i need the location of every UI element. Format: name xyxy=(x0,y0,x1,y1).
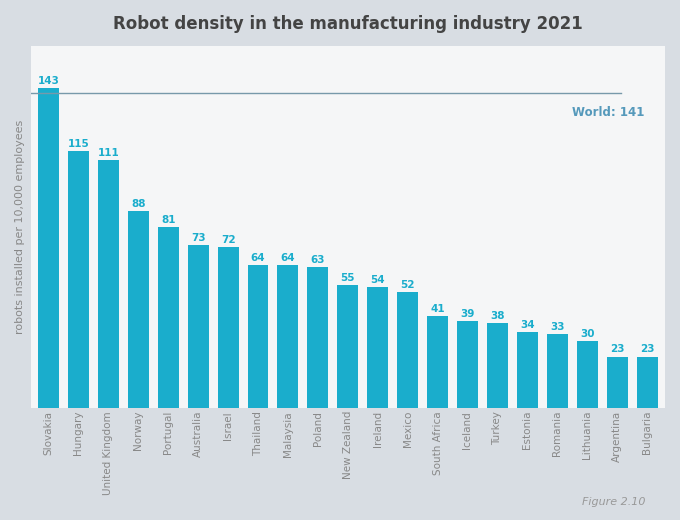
Bar xyxy=(38,88,59,408)
Bar xyxy=(337,285,358,408)
Bar xyxy=(547,334,568,408)
Bar xyxy=(397,292,418,408)
Text: 55: 55 xyxy=(341,273,355,283)
Text: 52: 52 xyxy=(401,280,415,290)
Bar xyxy=(517,332,538,408)
Text: 111: 111 xyxy=(97,148,119,158)
Bar xyxy=(98,160,119,408)
Bar xyxy=(636,357,658,408)
Bar xyxy=(457,321,478,408)
Text: 54: 54 xyxy=(371,275,385,285)
Title: Robot density in the manufacturing industry 2021: Robot density in the manufacturing indus… xyxy=(113,15,583,33)
Bar xyxy=(128,211,149,408)
Text: 143: 143 xyxy=(37,76,59,86)
Text: 73: 73 xyxy=(191,232,205,243)
Text: 34: 34 xyxy=(520,320,534,330)
Text: World: 141: World: 141 xyxy=(572,106,644,119)
Bar xyxy=(607,357,628,408)
Text: 23: 23 xyxy=(610,344,624,355)
Text: 33: 33 xyxy=(550,322,564,332)
Bar xyxy=(218,247,239,408)
Bar xyxy=(158,227,179,408)
Bar xyxy=(307,267,328,408)
Y-axis label: robots installed per 10,000 employees: robots installed per 10,000 employees xyxy=(15,120,25,334)
Text: 30: 30 xyxy=(580,329,594,339)
Bar xyxy=(427,317,448,408)
Bar xyxy=(487,323,508,408)
Text: 39: 39 xyxy=(460,309,475,319)
Bar xyxy=(188,245,209,408)
Bar xyxy=(577,341,598,408)
Text: 64: 64 xyxy=(251,253,265,263)
Bar xyxy=(68,151,89,408)
Bar xyxy=(367,288,388,408)
Text: 23: 23 xyxy=(640,344,654,355)
Text: 64: 64 xyxy=(281,253,295,263)
Text: 81: 81 xyxy=(161,215,175,225)
Text: 115: 115 xyxy=(67,139,89,149)
Text: 63: 63 xyxy=(311,255,325,265)
Bar xyxy=(277,265,299,408)
Text: Figure 2.10: Figure 2.10 xyxy=(583,497,646,507)
Text: 72: 72 xyxy=(221,235,235,245)
Text: 88: 88 xyxy=(131,199,146,209)
Text: 38: 38 xyxy=(490,311,505,321)
Bar xyxy=(248,265,269,408)
Text: 41: 41 xyxy=(430,304,445,314)
